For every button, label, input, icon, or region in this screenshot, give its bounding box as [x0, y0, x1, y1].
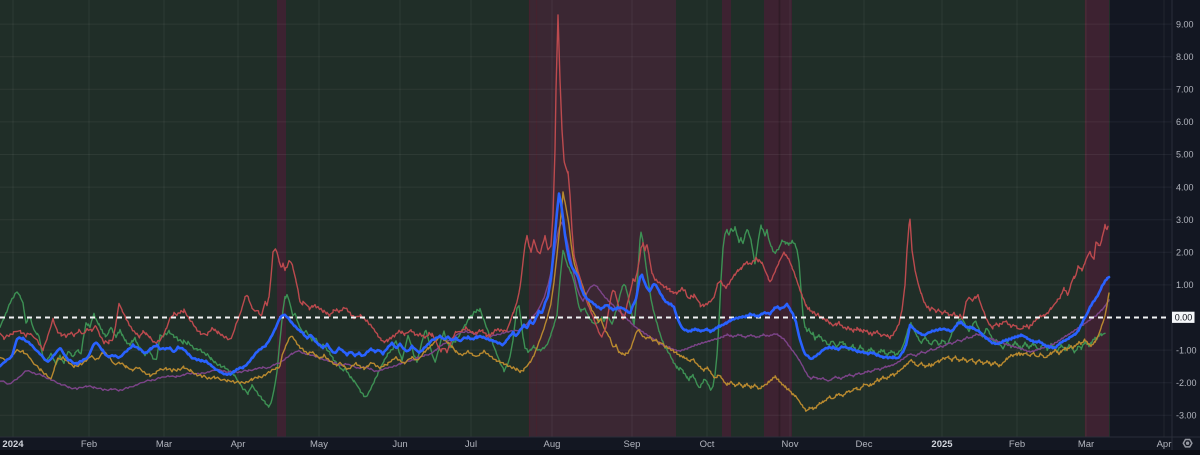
svg-text:Apr: Apr — [231, 439, 246, 450]
svg-text:4.00: 4.00 — [1176, 182, 1194, 192]
svg-text:Feb: Feb — [81, 439, 97, 450]
svg-text:-1.00: -1.00 — [1176, 345, 1197, 355]
svg-text:-3.00: -3.00 — [1176, 411, 1197, 421]
svg-text:2.00: 2.00 — [1176, 248, 1194, 258]
svg-text:7.00: 7.00 — [1176, 85, 1194, 95]
svg-text:Apr: Apr — [1157, 439, 1172, 450]
svg-text:Mar: Mar — [1078, 439, 1094, 450]
svg-text:-2.00: -2.00 — [1176, 378, 1197, 388]
svg-text:2025: 2025 — [931, 439, 953, 450]
svg-text:Sep: Sep — [624, 439, 641, 450]
svg-text:6.00: 6.00 — [1176, 117, 1194, 127]
svg-text:Feb: Feb — [1009, 439, 1025, 450]
svg-text:Mar: Mar — [156, 439, 172, 450]
svg-text:9.00: 9.00 — [1176, 19, 1194, 29]
svg-text:Jun: Jun — [392, 439, 407, 450]
svg-text:May: May — [310, 439, 328, 450]
svg-text:1.00: 1.00 — [1176, 280, 1194, 290]
svg-text:3.00: 3.00 — [1176, 215, 1194, 225]
svg-text:Oct: Oct — [700, 439, 715, 450]
svg-text:5.00: 5.00 — [1176, 150, 1194, 160]
svg-text:0.00: 0.00 — [1175, 313, 1193, 323]
svg-text:Nov: Nov — [782, 439, 799, 450]
svg-text:8.00: 8.00 — [1176, 52, 1194, 62]
svg-text:Aug: Aug — [544, 439, 561, 450]
svg-text:Jul: Jul — [465, 439, 477, 450]
svg-text:Dec: Dec — [856, 439, 873, 450]
svg-text:2024: 2024 — [2, 439, 24, 450]
